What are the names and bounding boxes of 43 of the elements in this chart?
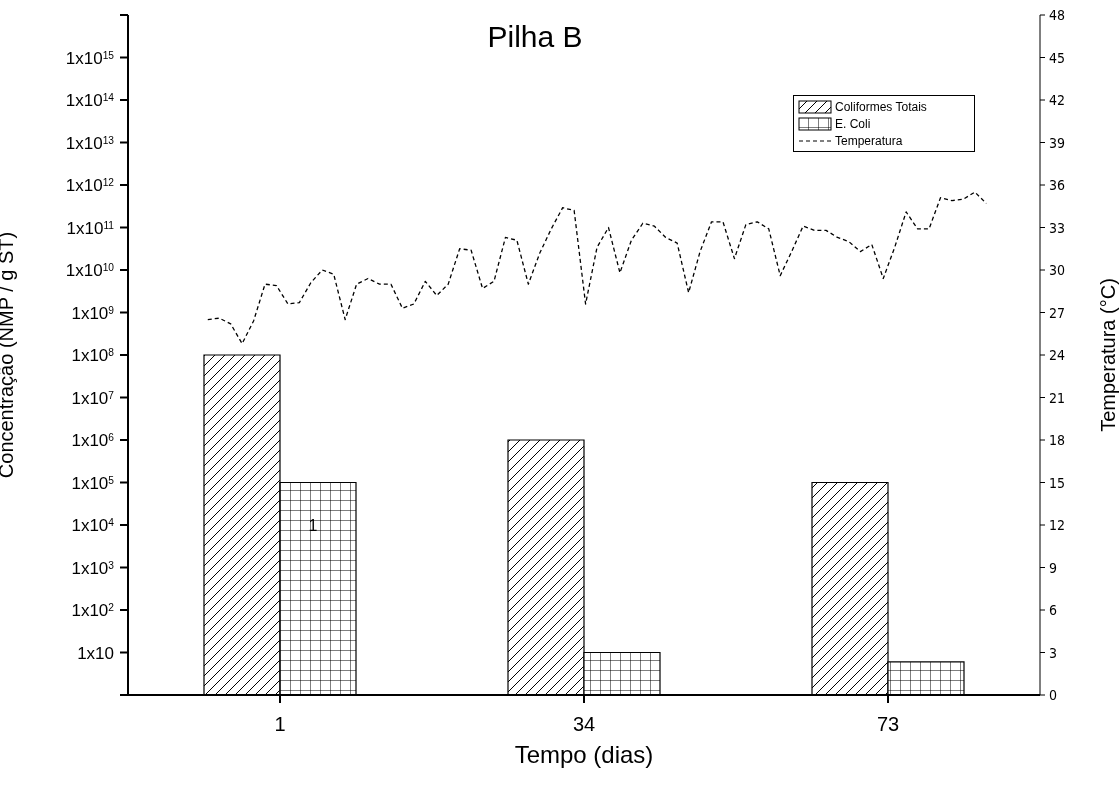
x-tick-label: 34	[572, 713, 596, 735]
y-tick-label: 30	[1049, 262, 1066, 278]
y-tick-label: 1x10$^{6}$	[71, 431, 115, 450]
y-tick-label: 21	[1049, 389, 1066, 406]
line-series	[207, 191, 987, 345]
legend-label: E. Coli	[835, 116, 871, 131]
y-tick-label: 15	[1049, 474, 1066, 491]
y-tick-label: 24	[1049, 347, 1066, 363]
y-tick-label: 1x10$^{3}$	[71, 558, 115, 578]
y-tick-label: 1x10$^{8}$	[71, 346, 115, 365]
y-tick-label: 0	[1049, 687, 1058, 703]
y-tick-label: 1x10$^{9}$	[71, 303, 115, 323]
y-tick-label: 1x10$^{14}$	[65, 91, 115, 110]
y-tick-label: 1x10$^{2}$	[71, 601, 115, 620]
chart-title: Pilha B	[486, 20, 584, 54]
y-tick-label: 1x10	[77, 643, 114, 663]
y-tick-label: 36	[1049, 177, 1066, 193]
y-axis-title: Temperatura (°C)	[1097, 278, 1120, 432]
x-tick-label: 1	[274, 713, 286, 735]
y-tick-label: 42	[1049, 92, 1066, 108]
y-tick-label: 1x10$^{13}$	[65, 133, 115, 153]
y-tick-label: 1x10$^{10}$	[65, 261, 115, 280]
annotation: 1	[308, 516, 318, 534]
y-tick-label: 33	[1049, 219, 1066, 236]
y-tick-label: 48	[1049, 7, 1066, 23]
y-tick-label: 39	[1049, 134, 1066, 151]
y-tick-label: 1x10$^{15}$	[65, 48, 115, 68]
y-tick-label: 1x10$^{7}$	[71, 388, 115, 408]
text: Temperatura	[835, 133, 903, 148]
y-tick-label: 1x10$^{4}$	[71, 516, 115, 535]
x-tick-label: 73	[876, 713, 900, 735]
y-tick-label: 1x10$^{5}$	[71, 473, 115, 493]
y-tick-label: 1x10$^{12}$	[65, 176, 115, 195]
y-tick-label: 6	[1049, 602, 1058, 618]
y-tick-label: 45	[1049, 49, 1066, 66]
y-tick-label: 12	[1049, 517, 1066, 533]
y-tick-label: 18	[1049, 432, 1066, 448]
y-tick-label: 1x10$^{11}$	[66, 218, 115, 238]
x-axis-title: Tempo (dias)	[514, 741, 654, 768]
legend-label: Coliformes Totais	[835, 99, 927, 114]
y-tick-label: 27	[1049, 304, 1066, 321]
y-tick-label: 9	[1049, 559, 1058, 576]
y-tick-label: 3	[1049, 644, 1058, 661]
